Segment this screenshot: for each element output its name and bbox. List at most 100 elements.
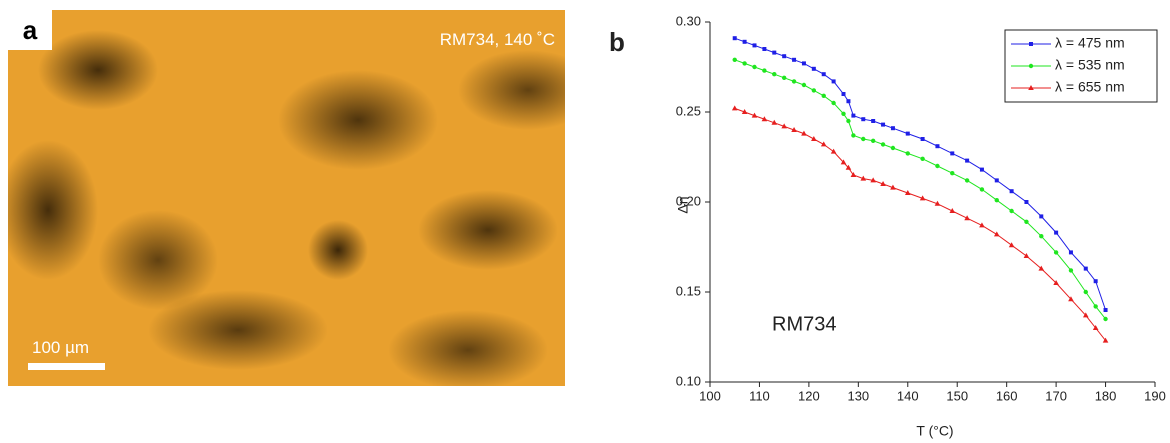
marker [831, 79, 836, 84]
marker [1039, 234, 1044, 239]
marker [811, 136, 817, 141]
marker [1053, 280, 1059, 285]
x-tick-label: 160 [996, 388, 1018, 403]
marker [1082, 312, 1089, 318]
marker [904, 190, 911, 195]
marker [731, 105, 738, 111]
x-axis-title: T (°C) [916, 423, 953, 439]
marker [1083, 289, 1088, 295]
marker [1009, 189, 1014, 194]
marker [830, 148, 837, 154]
marker [1068, 250, 1073, 255]
marker [851, 133, 856, 138]
marker [964, 178, 970, 183]
marker [772, 72, 777, 77]
marker [791, 79, 797, 84]
y-tick-label: 0.15 [676, 283, 701, 298]
y-axis-title: Δn [675, 196, 691, 213]
marker [1103, 308, 1108, 312]
marker [761, 116, 768, 122]
marker [1009, 208, 1014, 214]
marker [1029, 42, 1033, 46]
marker [935, 144, 940, 149]
marker [965, 158, 970, 163]
marker [1023, 253, 1030, 258]
marker [791, 127, 797, 132]
legend-label: λ = 535 nm [1055, 57, 1125, 73]
marker [742, 39, 747, 44]
marker [1102, 337, 1109, 343]
marker [994, 178, 999, 183]
marker [782, 54, 787, 59]
marker [1039, 214, 1044, 219]
panel-label: a [8, 10, 52, 50]
marker [741, 109, 748, 114]
marker [840, 159, 847, 165]
marker [1083, 266, 1088, 271]
marker [751, 112, 758, 118]
marker [905, 151, 910, 156]
legend-label: λ = 655 nm [1055, 79, 1125, 95]
marker [979, 167, 984, 172]
marker [979, 222, 985, 228]
marker [850, 172, 857, 177]
marker [860, 175, 867, 181]
marker [846, 118, 851, 124]
y-tick-label: 0.10 [676, 373, 701, 388]
marker [870, 177, 876, 183]
marker [732, 57, 737, 62]
marker [905, 131, 910, 136]
scale-bar-label: 100 µm [32, 338, 90, 357]
micrograph: a RM734, 140 ˚C 100 µm [8, 10, 565, 386]
marker [1093, 279, 1098, 284]
marker [1054, 230, 1059, 235]
marker [1092, 325, 1099, 330]
marker [861, 136, 866, 142]
marker [871, 119, 876, 123]
marker [821, 72, 826, 77]
marker [1053, 250, 1059, 255]
marker [841, 92, 846, 96]
marker [792, 57, 797, 62]
marker [934, 200, 941, 206]
marker [1008, 242, 1015, 248]
legend-label: λ = 475 nm [1055, 35, 1125, 51]
annotation: RM734 [772, 313, 836, 335]
marker [846, 99, 851, 104]
marker [880, 142, 886, 147]
marker [752, 64, 757, 70]
x-tick-label: 150 [946, 388, 968, 403]
marker [1038, 265, 1045, 271]
panel-label: b [609, 27, 625, 57]
marker [772, 50, 777, 55]
marker [1068, 268, 1074, 273]
x-tick-label: 180 [1095, 388, 1117, 403]
y-tick-label: 0.30 [676, 13, 701, 28]
x-tick-label: 170 [1045, 388, 1067, 403]
marker [732, 36, 737, 41]
marker [935, 163, 940, 169]
marker [949, 208, 956, 213]
marker [811, 88, 817, 93]
marker [781, 75, 787, 81]
marker [811, 66, 816, 71]
marker [851, 113, 856, 118]
x-tick-label: 110 [749, 388, 770, 403]
marker [831, 100, 836, 106]
marker [845, 164, 852, 170]
marker [920, 137, 925, 141]
marker [994, 198, 999, 203]
marker [742, 61, 747, 66]
marker [801, 130, 807, 136]
marker [950, 151, 955, 156]
marker [752, 43, 757, 48]
x-tick-label: 120 [798, 388, 820, 403]
marker [890, 145, 896, 151]
marker [890, 126, 895, 131]
marker [993, 231, 1000, 237]
x-tick-label: 190 [1144, 388, 1166, 403]
marker [1028, 85, 1034, 90]
x-tick-label: 140 [897, 388, 919, 403]
marker [870, 138, 876, 143]
